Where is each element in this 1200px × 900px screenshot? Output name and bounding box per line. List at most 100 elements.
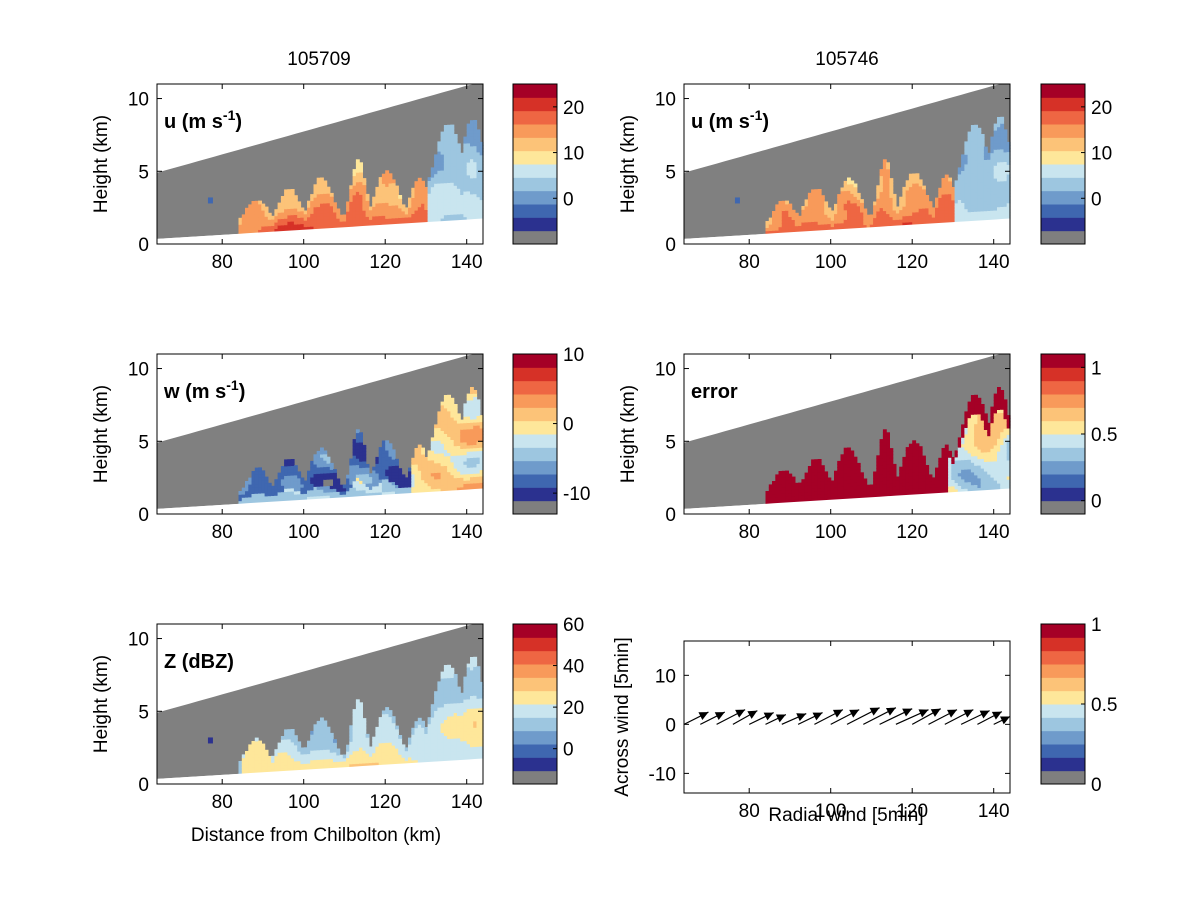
colorbar-swatch	[1041, 717, 1085, 732]
x-axis-label-distance: Distance from Chilbolton (km)	[191, 825, 441, 846]
x-tick-label: 80	[739, 801, 760, 822]
colorbar-swatch	[1041, 474, 1085, 488]
wind-arrow	[928, 709, 958, 725]
colorbar-swatch	[513, 217, 557, 232]
y-tick-label: 5	[665, 432, 676, 453]
colorbar-swatch	[1041, 204, 1085, 218]
colorbar-swatch	[513, 137, 557, 152]
below-ground	[157, 488, 483, 514]
below-ground	[157, 758, 483, 784]
colorbar-swatch	[513, 624, 557, 638]
x-tick-label: 100	[288, 792, 320, 813]
colorbar-swatch	[513, 190, 557, 205]
colorbar-w-left: -10 0 10	[512, 345, 590, 515]
column-title-right: 105746	[815, 49, 878, 70]
wind-arrow	[977, 711, 1003, 725]
echo-field	[238, 387, 484, 505]
colorbar-tick-label: 20	[563, 698, 584, 719]
x-tick-label: 120	[369, 252, 401, 273]
colorbar-swatch	[1041, 704, 1085, 718]
colorbar-swatch	[1041, 367, 1085, 382]
x-tick-label: 120	[896, 801, 928, 822]
colorbar-vectors-right: 00.51	[1040, 615, 1117, 796]
wind-arrow	[863, 707, 897, 725]
y-tick-label: 10	[655, 666, 676, 687]
panel-label: w (m s-1)	[163, 377, 245, 403]
colorbar-frame	[512, 353, 558, 515]
y-tick-label: 10	[128, 90, 149, 111]
colorbar-swatch	[1041, 110, 1085, 125]
colorbar-tick-label: 0.5	[1091, 695, 1117, 716]
wind-arrow-head	[918, 709, 929, 718]
x-tick-label: 100	[288, 252, 320, 273]
x-tick-label: 100	[815, 252, 847, 273]
colorbar-swatch	[513, 367, 557, 382]
x-tick-label: 140	[451, 252, 483, 273]
colorbar-swatch	[513, 150, 557, 165]
wind-arrow	[911, 708, 942, 725]
wind-arrow-head	[991, 711, 1002, 720]
y-axis-label: Across wind [5min]	[612, 637, 633, 796]
colorbar-swatch	[1041, 664, 1085, 678]
below-ground	[157, 218, 483, 244]
wind-arrow	[814, 709, 844, 725]
wind-arrow-head	[869, 707, 880, 716]
colorbar-swatch	[513, 500, 557, 515]
colorbar-tick-label: 0.5	[1091, 425, 1117, 446]
wind-arrow	[846, 707, 880, 725]
colorbar-swatch	[1041, 164, 1085, 178]
y-axis-label: Height (km)	[91, 115, 112, 213]
colorbar-tick-label: 0	[1091, 492, 1102, 513]
colorbar-swatch	[513, 637, 557, 652]
wind-arrow-head	[963, 709, 974, 718]
colorbar-swatch	[513, 704, 557, 718]
wind-arrow-head	[849, 709, 860, 718]
colorbar-swatch	[513, 447, 557, 462]
colorbar-swatch	[1041, 500, 1085, 515]
colorbar-swatch	[1041, 677, 1085, 692]
colorbar-swatch	[513, 677, 557, 692]
colorbar-tick-label: 1	[1091, 358, 1102, 379]
colorbar-swatch	[513, 650, 557, 665]
colorbar-swatch	[1041, 744, 1085, 758]
colorbar-tick-label: 60	[563, 615, 584, 636]
isolated-echo	[207, 737, 213, 744]
colorbar-tick-label: 40	[563, 657, 584, 678]
colorbar-u-right: 0 10 20	[1040, 83, 1112, 245]
colorbar-swatch	[1041, 730, 1085, 745]
wind-arrow-head	[979, 710, 990, 719]
colorbar-swatch	[513, 164, 557, 178]
colorbar-swatch	[1041, 624, 1085, 638]
colorbar-swatch	[513, 474, 557, 488]
panel-u-left: 80 100 120 140 0 5 10 Height (km) u (m s-1) 0 10 20	[91, 83, 584, 273]
colorbar-swatch	[1041, 124, 1085, 138]
colorbar-swatch	[1041, 434, 1085, 448]
colorbar-swatch	[513, 84, 557, 98]
colorbar-swatch	[513, 420, 557, 435]
colorbar-swatch	[513, 124, 557, 138]
colorbar-swatch	[1041, 137, 1085, 152]
x-tick-label: 140	[978, 252, 1010, 273]
y-axis-label: Height (km)	[91, 385, 112, 483]
wind-arrow	[765, 714, 787, 725]
colorbar-swatch	[1041, 177, 1085, 192]
wind-arrow-head	[885, 707, 896, 716]
wind-arrow	[797, 712, 823, 725]
y-axis-label: Height (km)	[618, 115, 639, 213]
x-tick-label: 120	[896, 252, 928, 273]
colorbar-swatch	[513, 770, 557, 785]
y-tick-label: 5	[138, 162, 149, 183]
x-tick-label: 80	[739, 252, 760, 273]
colorbar-swatch	[1041, 394, 1085, 408]
below-ground	[684, 488, 1010, 514]
colorbar-tick-label: -10	[563, 484, 590, 505]
wind-arrow-head	[812, 712, 823, 721]
colorbar-tick-label: 10	[1091, 144, 1112, 165]
panel-label: Z (dBZ)	[164, 651, 234, 673]
x-tick-label: 140	[451, 522, 483, 543]
colorbar-swatch	[1041, 650, 1085, 665]
colorbar-z-left: 0 20 40 60	[512, 615, 584, 785]
y-tick-label: 10	[128, 630, 149, 651]
